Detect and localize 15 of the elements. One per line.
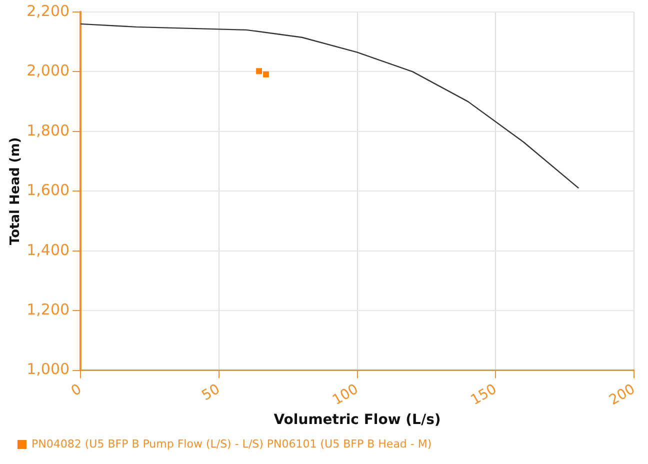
x-tick-label: 150	[468, 381, 500, 409]
x-tick-label: 0	[68, 381, 84, 400]
legend-label: PN04082 (U5 BFP B Pump Flow (L/S) - L/S) PN06101 (U5 BFP B Head - M)	[32, 437, 432, 450]
x-tick-label: 100	[330, 381, 362, 409]
y-tick-label: 1,000	[26, 360, 70, 378]
x-axis-title: Volumetric Flow (L/s)	[274, 412, 441, 428]
y-tick-label: 1,200	[26, 300, 70, 318]
y-tick-label: 2,000	[26, 62, 70, 80]
y-tick-label: 1,600	[26, 181, 70, 200]
x-tick-label: 200	[606, 381, 638, 409]
y-tick-label: 1,800	[26, 121, 70, 140]
x-tick-label: 50	[199, 381, 223, 404]
y-tick-label: 2,200	[26, 2, 70, 20]
y-tick-label: 1,400	[26, 240, 70, 259]
y-axis-title: Total Head (m)	[8, 137, 24, 246]
